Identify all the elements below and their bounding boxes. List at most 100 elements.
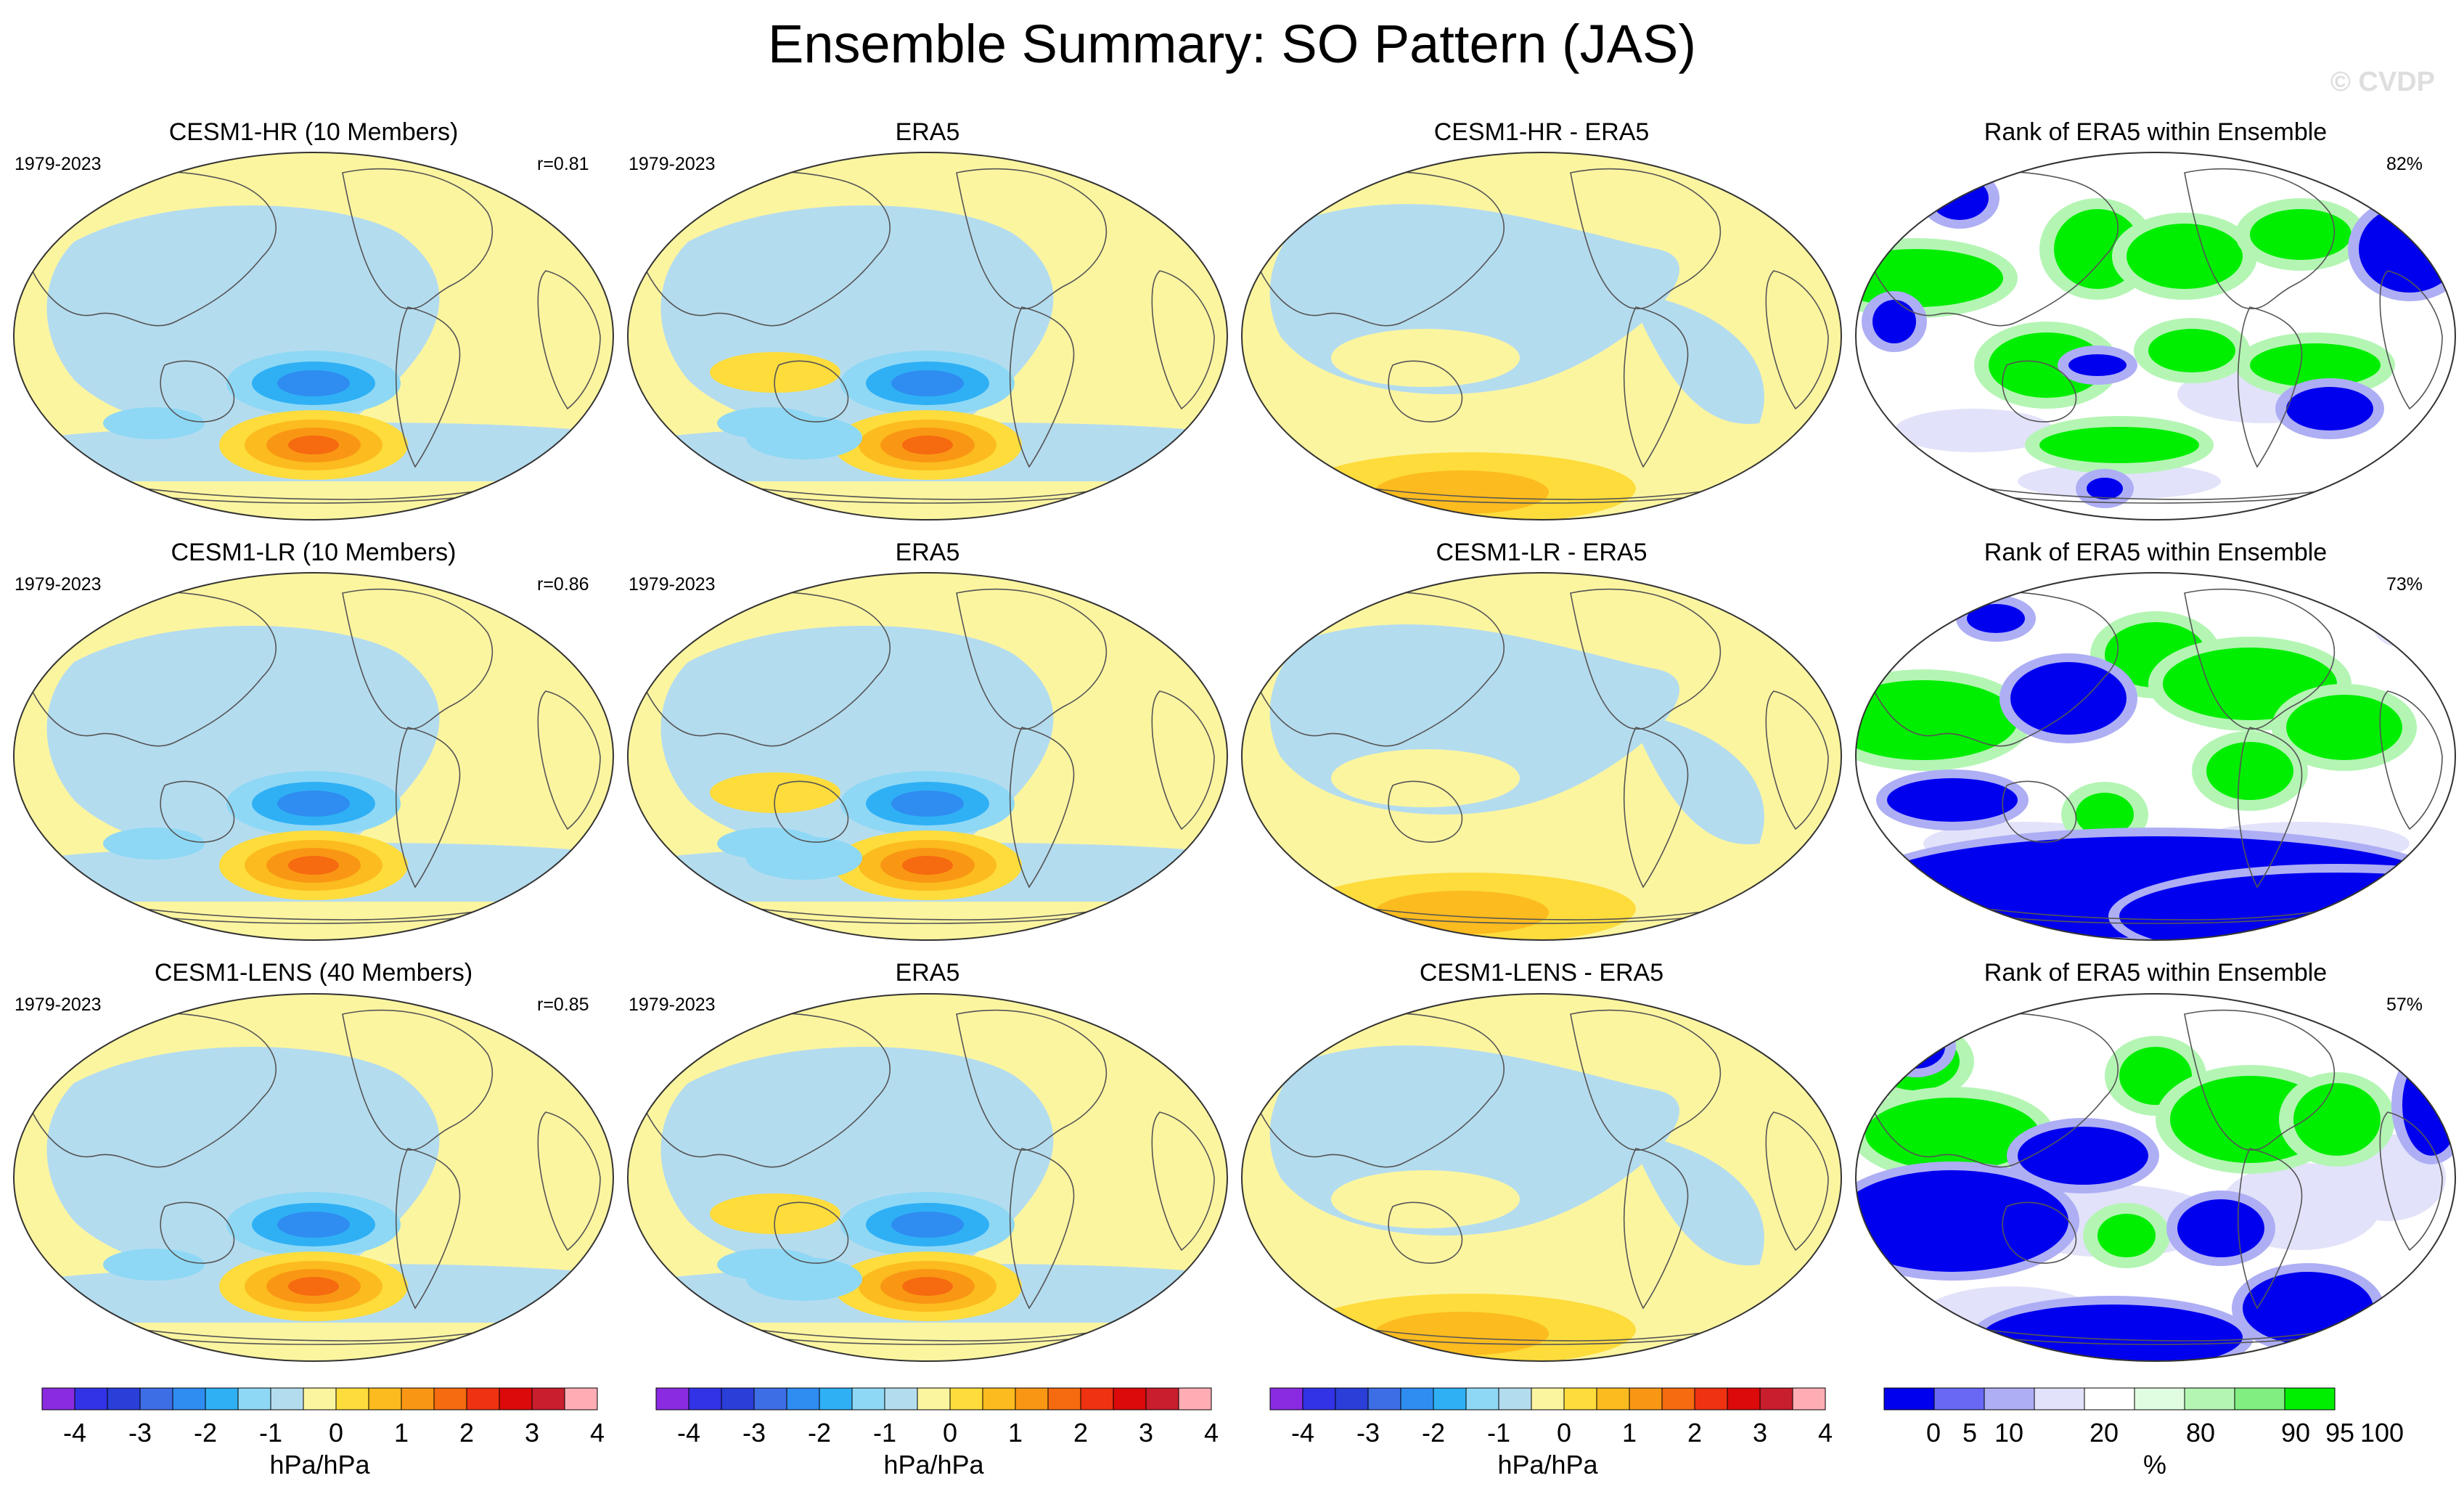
map-panel [628, 152, 1227, 520]
coastline [2002, 360, 2077, 422]
rank-colorbar: 0 5 10 20 80 90 95 100% [1883, 1387, 2404, 1479]
rank-low-region [2068, 354, 2127, 376]
colorbar-swatch [1727, 1387, 1761, 1411]
colorbar-swatch [433, 1387, 467, 1411]
coastline [160, 360, 235, 422]
map-border [627, 152, 1228, 520]
colorbar-swatch [917, 1387, 951, 1411]
colorbar-tick-label: -1 [259, 1418, 282, 1448]
colorbar-swatch [564, 1387, 598, 1411]
neutral-region [1331, 329, 1520, 387]
rank-low-region [1887, 778, 2018, 822]
map-panel [14, 573, 613, 940]
coastline [395, 1148, 461, 1310]
coastline [2379, 270, 2443, 410]
low-center [746, 836, 862, 880]
colorbar-tick-label: 1 [1008, 1418, 1023, 1448]
panel-title: ERA5 [895, 959, 960, 987]
colorbar-swatch [237, 1387, 271, 1411]
coastline [160, 1201, 235, 1264]
colorbar: -4 -3 -2 -1 0 1 2 3 4 hPa/hPa [655, 1387, 1219, 1479]
correlation-label: r=0.81 [537, 154, 589, 174]
coastline [1623, 727, 1689, 889]
coastline [1623, 1148, 1689, 1310]
low-center [746, 1257, 862, 1301]
colorbar-units: hPa/hPa [883, 1450, 984, 1479]
colorbar-swatch [1792, 1387, 1826, 1411]
colorbar-tick-label: -1 [873, 1418, 896, 1448]
period-label: 1979-2023 [629, 154, 716, 174]
rank-low-region [2359, 205, 2455, 293]
coastline [2237, 306, 2303, 468]
rank-high-region [1856, 680, 2018, 760]
colorbar-swatch [531, 1387, 565, 1411]
colorbar-tick-label: 4 [1818, 1418, 1833, 1448]
rank-high-region [2293, 1083, 2381, 1156]
colorbar-swatch [1498, 1387, 1532, 1411]
coastline [1570, 588, 1722, 730]
panel-title: Rank of ERA5 within Ensemble [1984, 539, 2328, 566]
colorbar-swatch [172, 1387, 206, 1411]
rank-colorbar-tick-label: 0 [1926, 1418, 1941, 1448]
colorbar-swatch [1465, 1387, 1499, 1411]
coastline [2184, 168, 2336, 309]
coastline [395, 727, 461, 889]
map-panel [1242, 994, 1841, 1361]
coastline [956, 168, 1108, 309]
high-center [288, 1277, 339, 1296]
colorbar-tick-label: -3 [128, 1418, 152, 1448]
rank-map-panel [1856, 994, 2455, 1361]
coastline [1009, 1148, 1075, 1310]
low-center [891, 791, 964, 817]
coastline [342, 1009, 494, 1151]
colorbar-swatch [1047, 1387, 1081, 1411]
period-label: 1979-2023 [15, 574, 102, 595]
colorbar-swatch [1015, 1387, 1049, 1411]
colorbar-tick-label: 1 [1622, 1418, 1637, 1448]
negative-region [1629, 293, 1764, 424]
map-border [13, 993, 614, 1362]
coastline [537, 690, 601, 830]
panel-title: CESM1-LR - ERA5 [1436, 539, 1648, 566]
rank-map-panel [1856, 152, 2455, 520]
coastline [2002, 1201, 2077, 1264]
rank-high-region [2250, 209, 2352, 260]
rank-high-region [2076, 793, 2134, 836]
low-center [746, 416, 862, 460]
colorbar-swatch [1178, 1387, 1212, 1411]
coastline [342, 168, 494, 309]
rank-percent-label: 57% [2386, 995, 2423, 1015]
colorbar-swatch [1145, 1387, 1179, 1411]
coastline [774, 780, 849, 843]
rank-low-region [1981, 1305, 2243, 1361]
period-label: 1979-2023 [15, 995, 102, 1015]
period-label: 1979-2023 [629, 995, 716, 1015]
rank-low-region [2087, 478, 2123, 499]
rank-high-region [2206, 742, 2293, 800]
colorbar-swatch [721, 1387, 755, 1411]
coastline [1151, 1111, 1215, 1252]
rank-colorbar-units: % [2143, 1450, 2166, 1479]
colorbar-tick-label: 0 [1557, 1418, 1571, 1448]
low-center [103, 828, 205, 860]
panel-title: Rank of ERA5 within Ensemble [1984, 118, 2328, 146]
rank-colorbar-swatch [2084, 1387, 2135, 1411]
colorbar-tick-label: 3 [525, 1418, 539, 1448]
rank-map-panel [1856, 573, 2455, 940]
colorbar-swatch [1080, 1387, 1114, 1411]
low-center [277, 370, 350, 396]
rank-colorbar-tick-label: 5 [1962, 1418, 1977, 1448]
colorbar-units: hPa/hPa [1497, 1450, 1598, 1479]
coastline [1765, 1111, 1829, 1252]
colorbar-swatch [819, 1387, 853, 1411]
panel-title: CESM1-HR (10 Members) [168, 118, 459, 146]
colorbar-tick-label: -1 [1487, 1418, 1510, 1448]
colorbar-swatch [1433, 1387, 1467, 1411]
rank-colorbar-tick-label: 10 [1994, 1418, 2023, 1448]
map-border [1855, 993, 2456, 1362]
high-center [710, 772, 840, 813]
negative-region [1629, 1134, 1764, 1265]
coastline [2184, 588, 2336, 730]
coastline [774, 360, 849, 422]
